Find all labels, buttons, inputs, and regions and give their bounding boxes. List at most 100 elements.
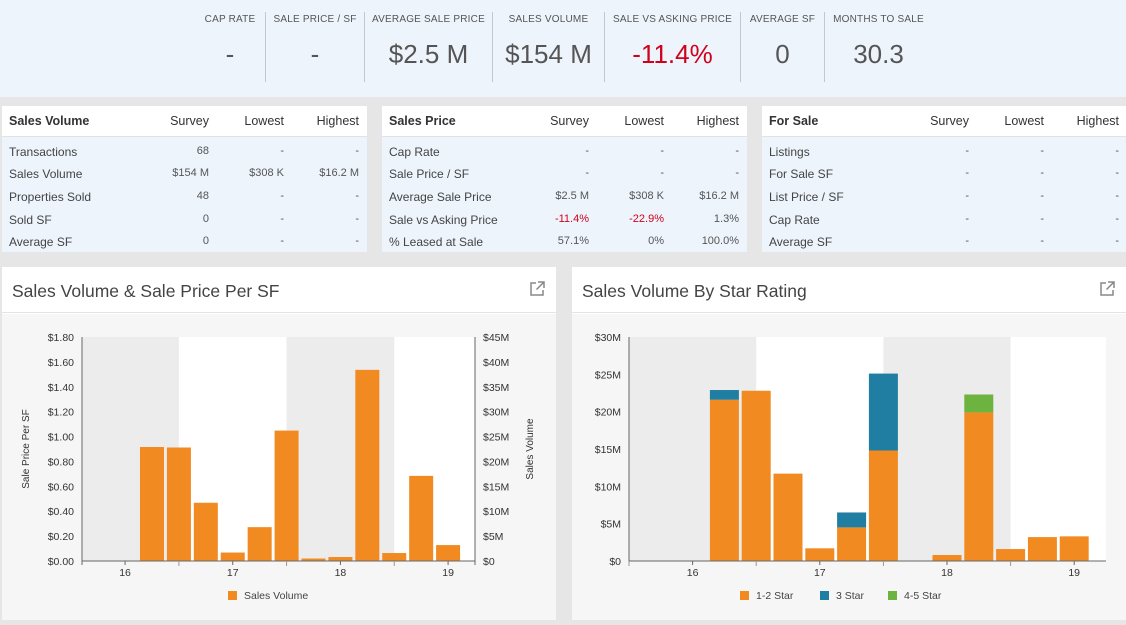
- cell-survey: 0: [202, 213, 209, 225]
- y2-tick-label: $0: [483, 556, 495, 568]
- cell-lowest: 0%: [648, 235, 664, 247]
- cell-highest: -: [1115, 190, 1119, 202]
- legend-label: 4-5 Star: [904, 590, 942, 602]
- kpi-value: 0: [775, 39, 790, 69]
- cell-lowest: $308 K: [629, 190, 664, 202]
- bar-sales-volume: [220, 552, 245, 561]
- bar-1-2-star: [805, 548, 835, 561]
- bar-sales-volume: [355, 369, 380, 561]
- row-label: Sale vs Asking Price: [389, 213, 498, 227]
- y2-tick-label: $45M: [483, 332, 509, 344]
- bar-3-star: [709, 390, 739, 400]
- cell-lowest: $308 K: [249, 167, 284, 179]
- y2-tick-label: $5M: [483, 531, 503, 543]
- cell-highest: $16.2 M: [319, 167, 359, 179]
- row-label: List Price / SF: [769, 190, 844, 204]
- kpi-divider: [364, 12, 365, 82]
- cell-survey: -: [965, 145, 969, 157]
- row-label: Properties Sold: [9, 190, 92, 204]
- row-label: % Leased at Sale: [389, 235, 484, 249]
- x-tick-label: 18: [941, 567, 953, 579]
- y2-tick-label: $10M: [483, 506, 509, 518]
- cell-lowest: -: [1040, 190, 1044, 202]
- x-tick-label: 19: [442, 567, 454, 579]
- kpi-label: SALE VS ASKING PRICE: [612, 14, 733, 25]
- y-axis-title: Sale Price Per SF: [21, 409, 32, 488]
- cell-highest: -: [355, 213, 359, 225]
- kpi-value: -: [310, 39, 320, 69]
- cell-lowest: -: [1040, 235, 1044, 247]
- row-label: Average SF: [769, 235, 833, 249]
- sales-volume-star-chart-panel: Sales Volume By Star Rating $0 $5M $10M $15…: [572, 267, 1126, 620]
- bar-1-2-star: [773, 473, 803, 561]
- column-header: Highest: [316, 114, 359, 128]
- x-tick-label: 16: [119, 567, 131, 579]
- table-row: Average Sale Price $2.5 M $308 K $16.2 M: [382, 186, 747, 208]
- kpi-value: $2.5 M: [388, 39, 469, 69]
- bar-4-5-star: [964, 394, 994, 413]
- x-tick-label: 17: [814, 567, 826, 579]
- bar-1-2-star: [996, 549, 1026, 561]
- legend-swatch: [228, 591, 237, 600]
- cell-survey: -11.4%: [554, 213, 589, 225]
- bar-1-2-star: [837, 527, 867, 561]
- x-tick-label: 16: [687, 567, 699, 579]
- cell-lowest: -: [660, 167, 664, 179]
- for-sale-table: For Sale Survey Lowest Highest Listings …: [762, 106, 1126, 252]
- cell-survey: 0: [202, 235, 209, 247]
- cell-highest: 1.3%: [713, 213, 739, 225]
- kpi-divider: [740, 12, 741, 82]
- y-tick-label: $0: [609, 556, 621, 568]
- kpi-sale-price-sf: SALE PRICE / SF -: [266, 0, 364, 97]
- bar-1-2-star: [932, 555, 962, 561]
- legend-label: 3 Star: [836, 590, 865, 602]
- y2-axis-title: Sales Volume: [525, 418, 536, 480]
- y2-tick-label: $35M: [483, 382, 509, 394]
- y-tick-label: $0.20: [48, 531, 74, 543]
- table-row: List Price / SF - - -: [762, 186, 1126, 208]
- row-label: Listings: [769, 145, 810, 159]
- cell-lowest: -: [660, 145, 664, 157]
- y-tick-label: $10M: [595, 481, 621, 493]
- table-title: Sales Price: [389, 114, 456, 128]
- cell-survey: -: [965, 213, 969, 225]
- row-label: Sales Volume: [9, 167, 83, 181]
- table-row: % Leased at Sale 57.1% 0% 100.0%: [382, 231, 747, 253]
- table-row: Transactions 68 - -: [2, 141, 367, 163]
- bar-sales-volume: [436, 545, 461, 561]
- row-label: Cap Rate: [389, 145, 440, 159]
- cell-survey: $154 M: [172, 167, 209, 179]
- kpi-months-to-sale: MONTHS TO SALE 30.3: [825, 0, 932, 97]
- bar-sales-volume: [274, 430, 299, 561]
- y-tick-label: $0.80: [48, 456, 74, 468]
- cell-highest: -: [1115, 235, 1119, 247]
- table-row: Sold SF 0 - -: [2, 209, 367, 231]
- kpi-average-sf: AVERAGE SF 0: [741, 0, 824, 97]
- bar-1-2-star: [868, 450, 898, 561]
- y-tick-label: $1.40: [48, 382, 74, 394]
- bar-3-star: [868, 373, 898, 451]
- y-tick-label: $5M: [601, 519, 621, 531]
- cell-lowest: -: [280, 190, 284, 202]
- kpi-sales-volume: SALES VOLUME $154 M: [493, 0, 604, 97]
- cell-survey: 48: [196, 190, 209, 202]
- bar-1-2-star: [709, 399, 739, 561]
- external-link-icon[interactable]: [1098, 280, 1116, 298]
- column-header: Lowest: [624, 114, 664, 128]
- sales-volume-table: Sales Volume Survey Lowest Highest Trans…: [2, 106, 367, 252]
- column-header: Survey: [930, 114, 969, 128]
- external-link-icon[interactable]: [528, 280, 546, 298]
- sales-volume-price-chart: $0.00 $0.20 $0.40 $0.60 $0.80 $1.00 $1.20 $1.40…: [21, 332, 536, 602]
- table-row: For Sale SF - - -: [762, 163, 1126, 185]
- chart-body: $0 $5M $10M $15M $20M $25M $30M 16 17 18 19 1-2 Sta…: [572, 314, 1126, 620]
- row-label: Cap Rate: [769, 213, 820, 227]
- y2-tick-label: $15M: [483, 481, 509, 493]
- y-tick-label: $1.80: [48, 332, 74, 344]
- cell-survey: 57.1%: [557, 235, 589, 247]
- sales-volume-star-chart: $0 $5M $10M $15M $20M $25M $30M 16 17 18 19 1-2 Sta…: [595, 332, 1106, 602]
- bar-sales-volume: [139, 447, 164, 561]
- cell-survey: $2.5 M: [555, 190, 589, 202]
- table-row: Sales Volume $154 M $308 K $16.2 M: [2, 163, 367, 185]
- row-label: Sale Price / SF: [389, 167, 470, 181]
- table-row: Sale Price / SF - - -: [382, 163, 747, 185]
